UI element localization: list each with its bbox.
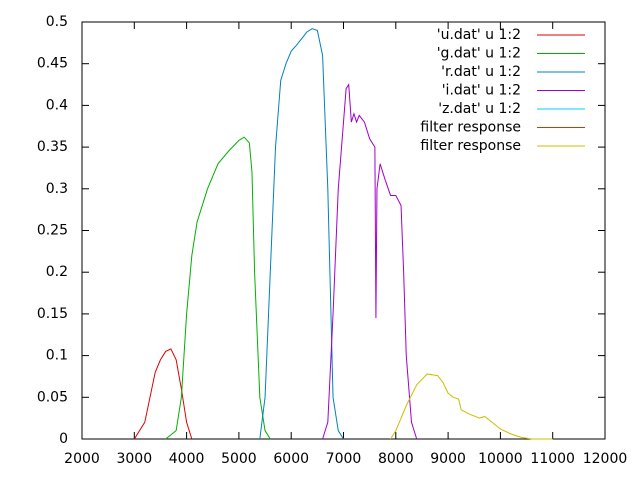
y-tick-label: 0.5 bbox=[46, 14, 68, 30]
legend-label: 'u.dat' u 1:2 bbox=[437, 27, 521, 43]
series-line bbox=[133, 348, 193, 440]
x-tick-label: 10000 bbox=[478, 451, 523, 467]
x-tick-label: 12000 bbox=[583, 451, 628, 467]
series-line bbox=[165, 136, 271, 440]
x-tick-label: 8000 bbox=[378, 451, 414, 467]
legend-label: 'i.dat' u 1:2 bbox=[442, 83, 521, 99]
x-tick-label: 2000 bbox=[64, 451, 100, 467]
y-tick-label: 0 bbox=[59, 431, 68, 447]
x-tick-label: 6000 bbox=[273, 451, 309, 467]
y-tick-label: 0.3 bbox=[46, 181, 68, 197]
x-tick-label: 7000 bbox=[326, 451, 362, 467]
y-tick-label: 0.05 bbox=[37, 389, 68, 405]
y-tick-label: 0.1 bbox=[46, 348, 68, 364]
series-line bbox=[390, 373, 553, 440]
x-tick-label: 3000 bbox=[116, 451, 152, 467]
x-tick-label: 11000 bbox=[530, 451, 575, 467]
legend-label: 'g.dat' u 1:2 bbox=[437, 46, 521, 62]
y-tick-label: 0.2 bbox=[46, 264, 68, 280]
legend-label: filter response bbox=[420, 138, 521, 154]
y-tick-label: 0.35 bbox=[37, 139, 68, 155]
y-tick-label: 0.25 bbox=[37, 223, 68, 239]
y-tick-label: 0.15 bbox=[37, 306, 68, 322]
plot-border bbox=[81, 21, 606, 440]
legend-label: 'z.dat' u 1:2 bbox=[438, 101, 521, 117]
x-tick-label: 9000 bbox=[430, 451, 466, 467]
series-line bbox=[322, 82, 418, 440]
y-tick-label: 0.45 bbox=[37, 56, 68, 72]
y-tick-label: 0.4 bbox=[46, 97, 68, 113]
legend-label: 'r.dat' u 1:2 bbox=[441, 64, 521, 80]
series-line bbox=[259, 28, 344, 440]
legend-label: filter response bbox=[420, 120, 521, 136]
x-tick-label: 4000 bbox=[169, 451, 205, 467]
x-tick-label: 5000 bbox=[221, 451, 257, 467]
